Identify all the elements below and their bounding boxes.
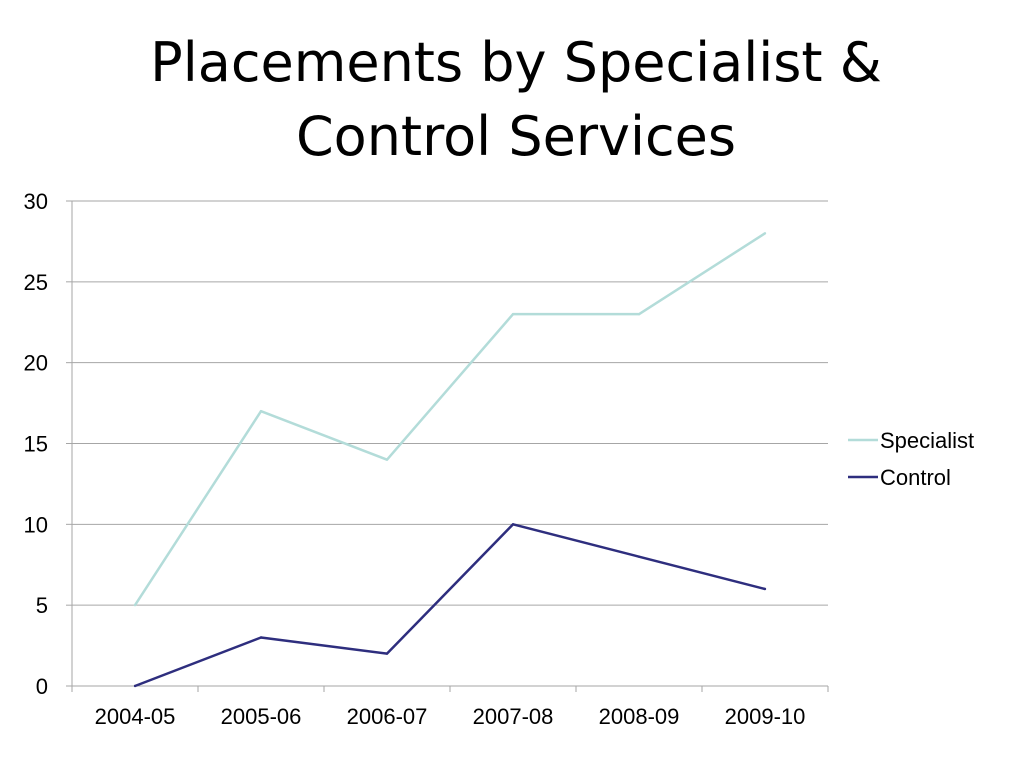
y-tick-label: 20 (24, 351, 48, 376)
data-point-control (763, 587, 767, 591)
series-line-specialist (133, 232, 766, 606)
data-point-specialist (637, 312, 641, 316)
legend-label-specialist: Specialist (880, 428, 974, 453)
data-point-control (259, 636, 263, 639)
data-point-control (385, 652, 389, 655)
data-point-specialist (259, 409, 263, 413)
x-tick-label: 2007-08 (473, 704, 554, 729)
data-point-specialist (763, 232, 767, 235)
data-point-control (637, 555, 641, 558)
slide-title: Placements by Specialist & Control Servi… (150, 31, 882, 168)
series-lines (133, 232, 767, 688)
x-tick-label: 2008-09 (599, 704, 680, 729)
data-point-control (511, 523, 515, 526)
y-tick-label: 5 (36, 593, 48, 618)
data-point-control (133, 684, 137, 688)
x-tick-label: 2006-07 (347, 704, 428, 729)
y-tick-label: 25 (24, 270, 48, 295)
y-tick-label: 0 (36, 674, 48, 699)
x-tick-label: 2004-05 (95, 704, 176, 729)
axes: 0 5 10 15 20 25 30 2004-05 2005-06 2006-07 2007-08… (24, 189, 829, 729)
data-point-specialist (133, 603, 137, 607)
data-point-specialist (385, 458, 389, 461)
y-tick-label: 15 (24, 432, 48, 457)
legend: Specialist Control (848, 428, 974, 490)
y-tick-label: 30 (24, 189, 48, 214)
y-tick-label: 10 (24, 512, 48, 537)
data-point-specialist (511, 312, 515, 316)
gridlines (72, 200, 828, 606)
x-tick-label: 2009-10 (725, 704, 806, 729)
x-tick-label: 2005-06 (221, 704, 302, 729)
legend-label-control: Control (880, 465, 951, 490)
series-line-control (134, 523, 766, 688)
